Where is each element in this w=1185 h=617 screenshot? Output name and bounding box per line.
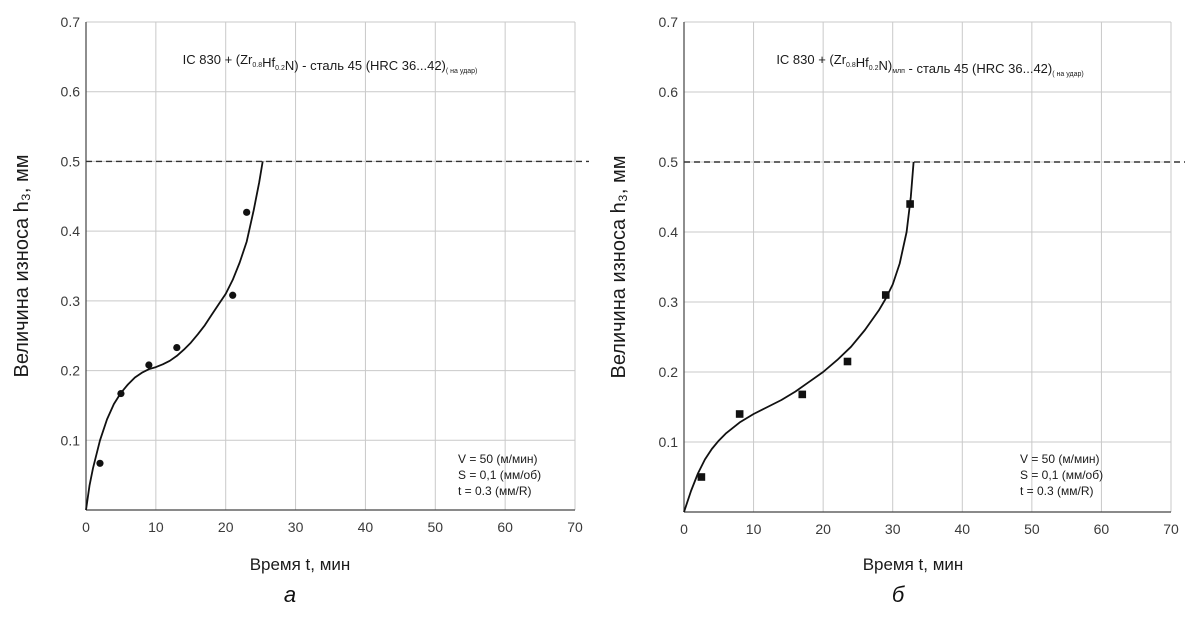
parameter-note: V = 50 (м/мин) — [1020, 452, 1100, 466]
x-tick-label: 30 — [885, 521, 901, 537]
data-point — [145, 361, 153, 369]
data-point — [173, 343, 181, 352]
data-point — [243, 208, 251, 216]
x-axis-label: Время t, мин — [250, 555, 351, 574]
data-point — [798, 390, 807, 399]
data-point — [906, 200, 914, 208]
y-tick-label: 0.1 — [61, 432, 81, 448]
x-tick-label: 70 — [1163, 521, 1179, 537]
y-tick-label: 0.7 — [659, 14, 679, 30]
y-tick-label: 0.7 — [61, 14, 81, 30]
x-tick-label: 10 — [746, 521, 762, 537]
data-point — [229, 291, 237, 299]
y-tick-label: 0.2 — [659, 364, 679, 380]
parameter-note: S = 0,1 (мм/об) — [1020, 468, 1103, 482]
panel-label: а — [284, 582, 296, 607]
parameter-note: t = 0.3 (мм/R) — [458, 484, 532, 498]
chart-title: IC 830 + (Zr0.8Hf0.2N) - сталь 45 (HRC 3… — [183, 52, 478, 75]
data-point — [735, 410, 744, 418]
x-tick-label: 0 — [82, 519, 90, 535]
y-tick-label: 0.3 — [61, 293, 81, 309]
data-point — [697, 473, 706, 481]
chart-panel-2: 0 10 20 30 40 50 60 70 0.1 0.2 0.3 0.4 0.5 0.6 0.7 IC 8… — [608, 14, 1185, 607]
y-tick-label: 0.6 — [659, 84, 679, 100]
x-tick-label: 30 — [288, 519, 304, 535]
x-tick-label: 20 — [815, 521, 831, 537]
y-axis-label: Величина износа h₃, мм — [11, 154, 33, 377]
parameter-note: V = 50 (м/мин) — [458, 452, 538, 466]
y-tick-label: 0.4 — [61, 223, 81, 239]
y-tick-label: 0.1 — [659, 434, 679, 450]
x-tick-label: 10 — [148, 519, 164, 535]
x-tick-label: 70 — [567, 519, 583, 535]
x-tick-label: 40 — [358, 519, 374, 535]
fit-curve — [683, 161, 915, 513]
fit-curve — [85, 161, 264, 511]
x-tick-label: 20 — [218, 519, 234, 535]
panel-label: б — [892, 582, 906, 607]
x-tick-label: 40 — [954, 521, 970, 537]
y-tick-label: 0.5 — [61, 153, 81, 169]
chart-panel-1: 0 10 20 30 40 50 60 70 0.1 0.2 0.3 0.4 0.5 0.6 0.7 IC 8… — [11, 14, 589, 607]
y-tick-label: 0.5 — [659, 154, 679, 170]
y-tick-label: 0.4 — [659, 224, 679, 240]
y-tick-label: 0.6 — [61, 84, 81, 100]
data-point — [881, 291, 890, 299]
parameter-note: t = 0.3 (мм/R) — [1020, 484, 1094, 498]
chart-title: IC 830 + (Zr0.8Hf0.2N)млп - сталь 45 (HR… — [776, 52, 1083, 78]
data-point — [117, 389, 125, 398]
data-point — [843, 357, 852, 366]
x-tick-label: 60 — [497, 519, 513, 535]
x-axis-label: Время t, мин — [863, 555, 964, 574]
x-tick-label: 50 — [427, 519, 443, 535]
data-point — [96, 459, 104, 467]
x-tick-label: 0 — [680, 521, 688, 537]
y-tick-label: 0.2 — [61, 363, 81, 379]
parameter-note: S = 0,1 (мм/об) — [458, 468, 541, 482]
y-tick-label: 0.3 — [659, 294, 679, 310]
x-tick-label: 60 — [1094, 521, 1110, 537]
y-axis-label: Величина износа h₃, мм — [608, 155, 630, 378]
x-tick-label: 50 — [1024, 521, 1040, 537]
